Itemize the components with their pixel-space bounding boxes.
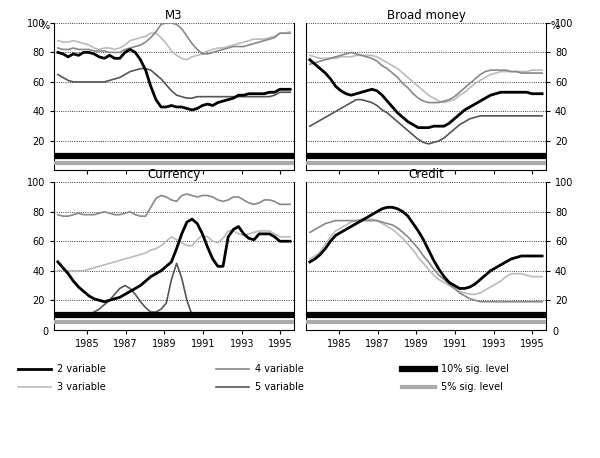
Text: 10% sig. level: 10% sig. level — [441, 364, 509, 374]
Text: 4 variable: 4 variable — [255, 364, 304, 374]
Title: Currency: Currency — [148, 168, 200, 181]
Text: 2 variable: 2 variable — [57, 364, 106, 374]
Title: M3: M3 — [165, 9, 183, 22]
Text: 0: 0 — [42, 327, 48, 338]
Text: %: % — [40, 21, 50, 31]
Text: 0: 0 — [552, 327, 558, 338]
Text: 5 variable: 5 variable — [255, 382, 304, 392]
Text: 5% sig. level: 5% sig. level — [441, 382, 503, 392]
Title: Broad money: Broad money — [386, 9, 466, 22]
Text: 3 variable: 3 variable — [57, 382, 106, 392]
Title: Credit: Credit — [408, 168, 444, 181]
Text: %: % — [550, 21, 560, 31]
